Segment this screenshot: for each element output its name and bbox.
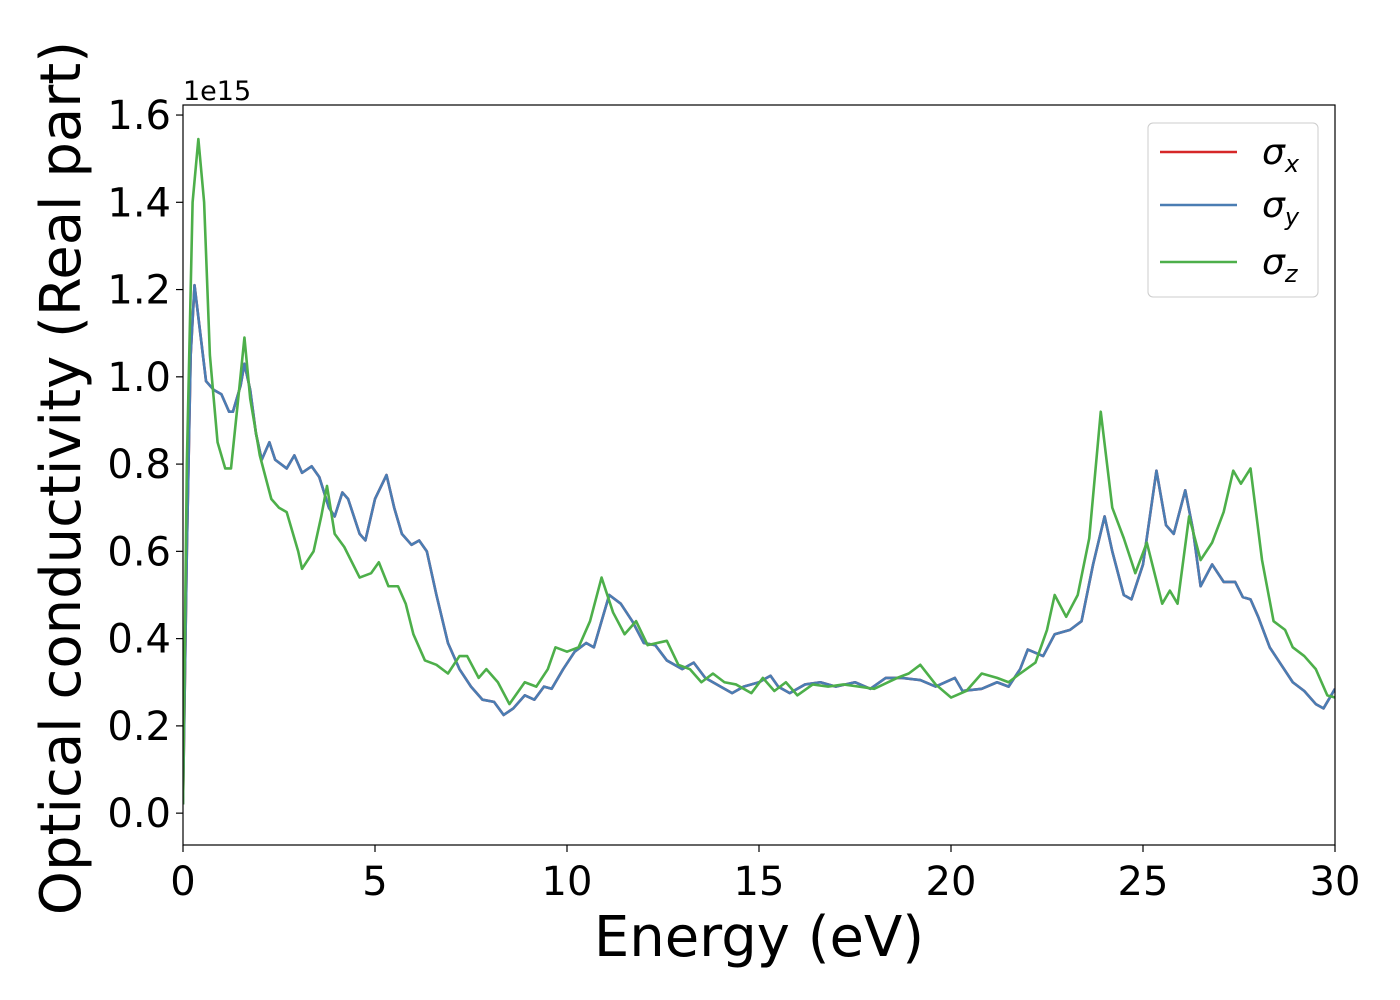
- x-axis-label: Energy (eV): [594, 905, 924, 970]
- series-line: [183, 283, 1335, 805]
- legend-subscript: z: [1284, 260, 1299, 288]
- x-tick-label: 20: [926, 859, 977, 905]
- y-tick-label: 1.4: [107, 180, 171, 226]
- x-tick-label: 5: [362, 859, 387, 905]
- y-tick-label: 0.2: [107, 704, 171, 750]
- legend-label: σz: [1262, 242, 1299, 288]
- legend-box: [1147, 122, 1319, 298]
- legend-subscript: y: [1284, 203, 1300, 231]
- series-line: [183, 283, 1335, 805]
- y-tick-label: 1.0: [107, 355, 171, 401]
- y-tick-label: 0.6: [107, 529, 171, 575]
- legend-subscript: x: [1284, 150, 1300, 178]
- x-tick-label: 15: [734, 859, 785, 905]
- x-tick-label: 30: [1310, 859, 1361, 905]
- x-tick-label: 25: [1118, 859, 1169, 905]
- y-tick-label: 0.8: [107, 442, 171, 488]
- series-line: [183, 137, 1335, 805]
- y-tick-label: 1.6: [107, 93, 171, 139]
- y-tick-label: 0.4: [107, 617, 171, 663]
- x-tick-label: 0: [170, 859, 195, 905]
- plot-frame: [182, 104, 1336, 846]
- x-tick-label: 10: [542, 859, 593, 905]
- y-tick-label: 1.2: [107, 268, 171, 314]
- y-tick-label: 0.0: [107, 791, 171, 837]
- y-axis-label: Optical conductivity (Real part): [29, 41, 94, 915]
- y-offset-label: 1e15: [183, 76, 251, 107]
